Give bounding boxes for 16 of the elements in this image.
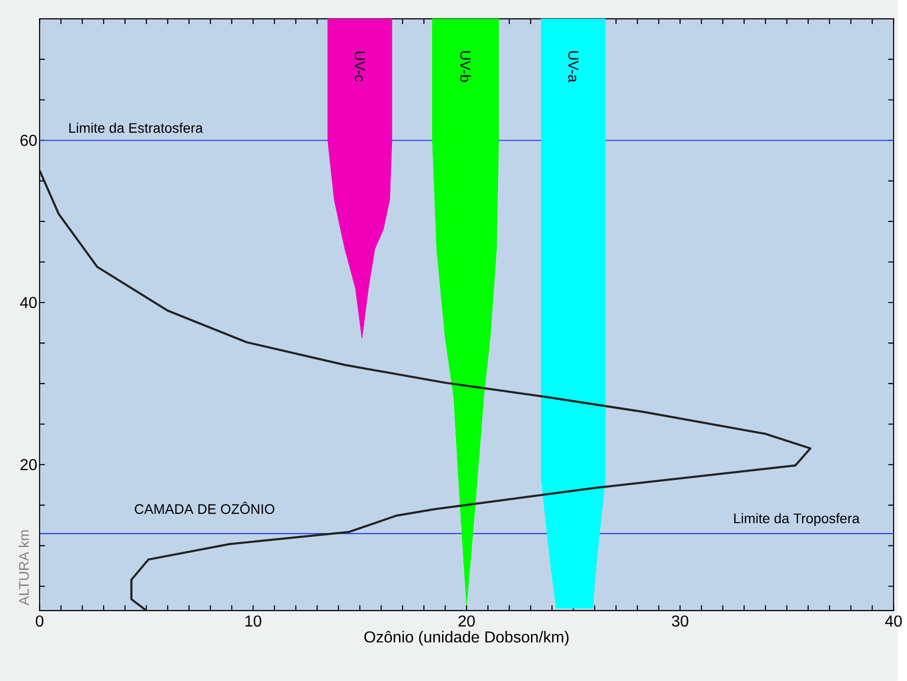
text: UV-b: [460, 51, 471, 82]
x-tick-label: 10: [245, 616, 262, 627]
annotation: CAMADA DE OZÔNIO: [134, 502, 274, 514]
x-axis-title: Ozônio (unidade Dobson/km): [364, 630, 569, 646]
y-tick-label: 20: [20, 459, 37, 470]
y-tick-label: 40: [20, 297, 37, 308]
text: UV-c: [354, 52, 365, 82]
y-axis-title: ALTURA km: [18, 530, 29, 606]
y-tick-label: 60: [20, 134, 37, 146]
x-tick-label: 30: [672, 616, 688, 627]
text: UV-a: [568, 51, 578, 83]
x-tick-label: 20: [458, 616, 475, 627]
ref-line-label: Limite da Estratosfera: [69, 122, 203, 133]
x-tick-label: 40: [885, 616, 902, 627]
x-tick-label: 0: [36, 616, 44, 627]
ref-line-label: Limite da Troposfera: [734, 513, 860, 526]
